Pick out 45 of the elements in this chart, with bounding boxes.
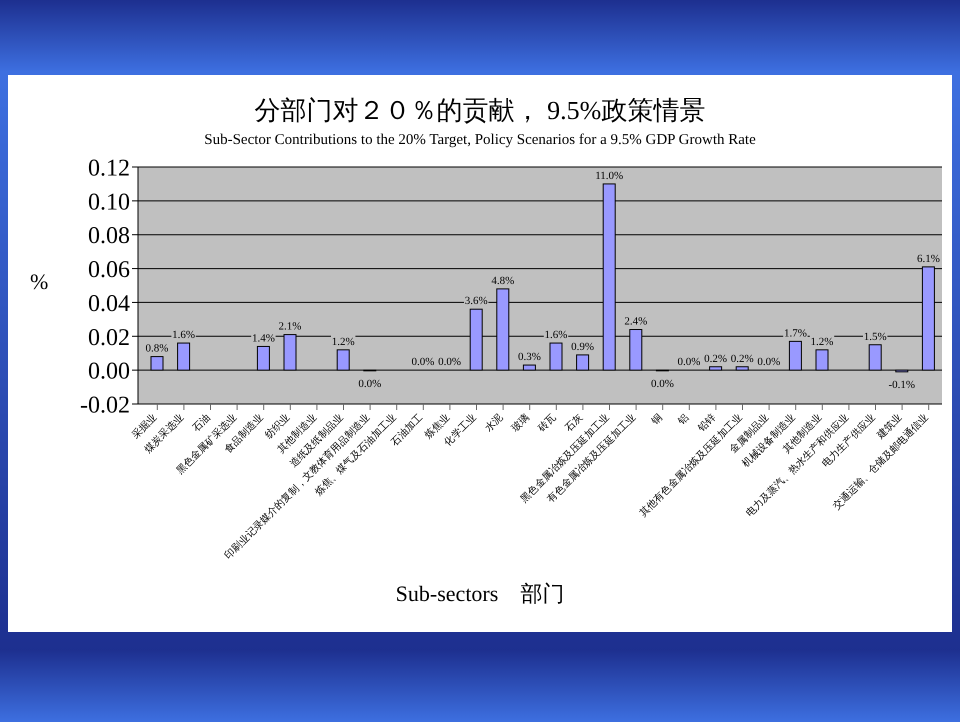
x-tick-label: 铜 [649, 412, 665, 428]
data-label: 0.0% [358, 378, 382, 390]
x-tick-label: 玻璃 [509, 412, 532, 434]
data-label: 0.0% [650, 378, 674, 390]
x-tick-label: 砖瓦 [535, 412, 558, 435]
data-label: 11.0% [595, 170, 624, 182]
data-label: 1.2% [332, 336, 355, 348]
data-label: 0.0% [438, 356, 462, 368]
data-label: 0.2% [730, 352, 754, 365]
data-label: 1.5% [864, 330, 887, 343]
y-tick-label: 0.06 [88, 257, 130, 284]
y-tick-label: 0.00 [88, 358, 130, 385]
y-tick-label: 0.12 [88, 156, 130, 182]
y-tick-label: 0.08 [88, 223, 130, 250]
data-label: 2.1% [278, 320, 302, 333]
x-tick-label: 铝 [676, 412, 692, 428]
chart-subtitle: Sub-Sector Contributions to the 20% Target, Policy Scenarios for a 9.5% GDP Growth Rate [203, 132, 757, 149]
data-label: 3.6% [464, 295, 488, 308]
y-tick-label: 0.10 [88, 189, 130, 216]
y-tick-label: 0.04 [88, 290, 130, 317]
chart-title: 分部门对２０％的贡献， 9.5%政策情景 [254, 95, 706, 127]
x-tick-label: 石油 [190, 412, 213, 434]
data-label: 0.0% [412, 356, 434, 368]
data-label: 1.7% [784, 327, 807, 340]
x-axis-title: Sub-sectors 部门 [394, 580, 566, 608]
data-label: 1.2% [810, 336, 834, 348]
data-label: 1.6% [544, 329, 568, 342]
data-label: -0.1% [888, 378, 916, 391]
data-label: 0.3% [518, 351, 541, 364]
data-label: 0.9% [571, 340, 594, 353]
x-tick-label: 石灰 [563, 412, 586, 434]
y-tick-label: 0.02 [88, 324, 130, 351]
data-label: 4.8% [491, 274, 514, 287]
data-label: 1.4% [252, 332, 275, 344]
data-label: 0.2% [704, 352, 728, 365]
data-label: 0.0% [678, 356, 700, 368]
y-tick-label: -0.02 [80, 392, 130, 419]
data-label: 2.4% [624, 316, 648, 328]
data-label: 0.0% [757, 356, 780, 368]
data-label: 0.8% [146, 342, 168, 355]
data-label: 1.6% [172, 329, 196, 342]
x-tick-label: 水泥 [482, 412, 506, 434]
y-axis-title: % [30, 269, 48, 295]
data-label: 6.1% [916, 252, 940, 265]
x-tick-label: 铅锌 [694, 412, 718, 435]
